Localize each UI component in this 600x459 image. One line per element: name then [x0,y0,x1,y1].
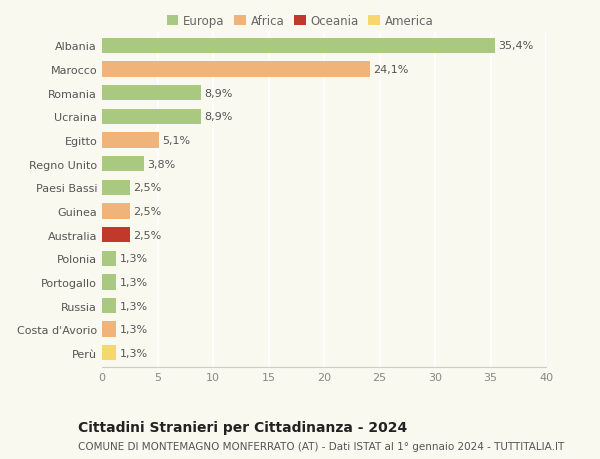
Text: 1,3%: 1,3% [120,254,148,263]
Bar [102,39,495,54]
Bar [102,345,116,361]
Text: 8,9%: 8,9% [204,89,232,99]
Text: 2,5%: 2,5% [133,183,161,193]
Text: 1,3%: 1,3% [120,348,148,358]
Bar [102,86,201,101]
Bar [102,251,116,266]
Bar [102,109,201,125]
Bar [102,204,130,219]
Text: 24,1%: 24,1% [373,65,408,75]
Text: COMUNE DI MONTEMAGNO MONFERRATO (AT) - Dati ISTAT al 1° gennaio 2024 - TUTTITALI: COMUNE DI MONTEMAGNO MONFERRATO (AT) - D… [78,441,564,451]
Text: 8,9%: 8,9% [204,112,232,122]
Bar [102,133,158,148]
Bar [102,274,116,290]
Text: 1,3%: 1,3% [120,301,148,311]
Bar [102,322,116,337]
Bar [102,62,370,78]
Text: 5,1%: 5,1% [162,136,190,146]
Bar [102,180,130,196]
Text: 1,3%: 1,3% [120,325,148,335]
Text: 2,5%: 2,5% [133,207,161,217]
Text: Cittadini Stranieri per Cittadinanza - 2024: Cittadini Stranieri per Cittadinanza - 2… [78,420,407,434]
Bar [102,157,144,172]
Text: 1,3%: 1,3% [120,277,148,287]
Text: 2,5%: 2,5% [133,230,161,240]
Bar [102,227,130,243]
Bar [102,298,116,313]
Text: 35,4%: 35,4% [498,41,533,51]
Text: 3,8%: 3,8% [148,159,176,169]
Legend: Europa, Africa, Oceania, America: Europa, Africa, Oceania, America [164,13,436,30]
